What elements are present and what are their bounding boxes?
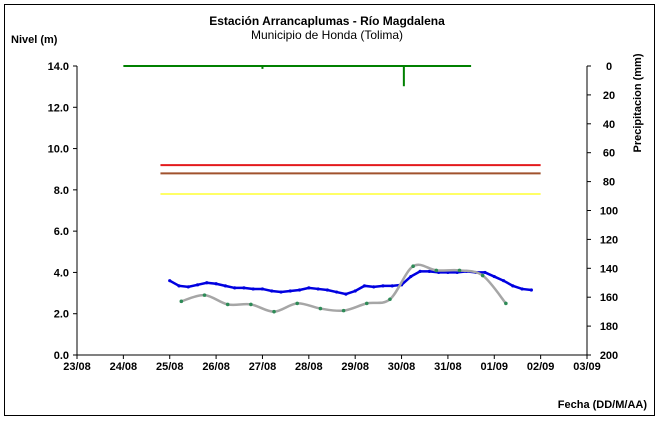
data-point-blue bbox=[214, 282, 218, 286]
data-point-gray bbox=[318, 306, 323, 311]
y2-tick-label: 120 bbox=[600, 234, 618, 246]
x-tick-label: 31/08 bbox=[434, 361, 462, 373]
data-point-blue bbox=[260, 287, 265, 291]
data-point-gray bbox=[179, 299, 184, 304]
x-tick-label: 01/09 bbox=[481, 361, 509, 373]
data-point-blue bbox=[316, 287, 320, 291]
x-tick-label: 27/08 bbox=[249, 361, 277, 373]
y-tick-label: 12.0 bbox=[48, 102, 69, 114]
x-tick-label: 24/08 bbox=[110, 361, 138, 373]
data-point-blue bbox=[205, 281, 209, 285]
data-point-blue bbox=[279, 290, 283, 294]
chart-subtitle: Municipio de Honda (Tolima) bbox=[251, 28, 403, 42]
data-point-gray bbox=[411, 264, 415, 269]
data-point-blue bbox=[418, 269, 422, 273]
y2-tick-label: 0 bbox=[606, 61, 612, 73]
data-point-gray bbox=[341, 308, 346, 313]
data-point-blue bbox=[520, 287, 524, 291]
precipitation-series bbox=[123, 65, 472, 87]
x-tick-label: 29/08 bbox=[341, 361, 369, 373]
y-tick-label: 4.0 bbox=[54, 267, 69, 279]
data-point-blue bbox=[501, 279, 506, 283]
data-point-blue bbox=[511, 284, 515, 288]
data-point-blue bbox=[195, 283, 200, 287]
y-tick-label: 8.0 bbox=[54, 185, 69, 197]
y2-tick-label: 80 bbox=[603, 177, 615, 189]
data-point-gray bbox=[504, 301, 508, 306]
x-tick-label: 26/08 bbox=[202, 361, 230, 373]
x-tick-label: 02/09 bbox=[527, 361, 555, 373]
y2-tick-label: 180 bbox=[600, 321, 618, 333]
data-point-blue bbox=[233, 286, 237, 290]
data-point-blue bbox=[409, 274, 413, 279]
data-point-blue bbox=[307, 286, 311, 290]
y-tick-label: 0.0 bbox=[54, 350, 69, 362]
x-tick-label: 28/08 bbox=[295, 361, 323, 373]
data-point-gray bbox=[434, 268, 439, 273]
data-point-blue bbox=[223, 284, 227, 288]
series-line-blue bbox=[169, 270, 532, 296]
data-point-gray bbox=[295, 301, 300, 306]
axes-group: 0.0 2.0 4.0 6.0 8.0 10.0 12.0 14.0 0 20 40 60 80 100 1… bbox=[48, 61, 619, 373]
chart-svg: Estación Arrancaplumas - Río Magdalena M… bbox=[11, 14, 648, 411]
data-point-blue bbox=[483, 270, 487, 275]
x-tick-label: 30/08 bbox=[388, 361, 416, 373]
data-point-blue bbox=[325, 288, 329, 292]
data-point-blue bbox=[372, 285, 376, 289]
y-tick-label: 6.0 bbox=[54, 226, 69, 238]
y2-tick-label: 40 bbox=[603, 119, 615, 131]
data-point-blue bbox=[288, 289, 292, 293]
data-point-blue bbox=[390, 284, 394, 288]
data-point-blue bbox=[529, 288, 533, 292]
data-point-gray bbox=[249, 302, 253, 307]
y2-tick-label: 160 bbox=[600, 292, 618, 304]
y2-tick-label: 60 bbox=[603, 148, 615, 160]
data-point-blue bbox=[455, 270, 459, 275]
chart-title: Estación Arrancaplumas - Río Magdalena bbox=[209, 14, 445, 28]
data-point-blue bbox=[427, 269, 431, 273]
x-tick-label: 25/08 bbox=[156, 361, 184, 373]
data-point-gray bbox=[225, 302, 230, 307]
y2-tick-label: 140 bbox=[600, 263, 618, 275]
data-point-gray bbox=[480, 273, 485, 278]
data-point-blue bbox=[297, 288, 302, 292]
data-point-blue bbox=[344, 292, 348, 296]
y2-tick-label: 200 bbox=[600, 350, 618, 362]
data-point-blue bbox=[242, 286, 246, 290]
data-point-gray bbox=[457, 268, 462, 273]
data-point-blue bbox=[381, 284, 385, 288]
level-series bbox=[168, 263, 533, 314]
y-axis-label: Nivel (m) bbox=[11, 34, 58, 46]
y-tick-label: 10.0 bbox=[48, 144, 69, 156]
data-point-blue bbox=[270, 289, 274, 293]
y-tick-label: 2.0 bbox=[54, 309, 69, 321]
data-point-gray bbox=[272, 309, 276, 314]
data-point-gray bbox=[364, 301, 369, 306]
data-point-blue bbox=[186, 285, 190, 289]
y-tick-label: 14.0 bbox=[48, 61, 69, 73]
data-point-blue bbox=[362, 284, 367, 288]
x-tick-label: 23/08 bbox=[63, 361, 91, 373]
y2-tick-label: 100 bbox=[600, 206, 618, 218]
chart-frame: Estación Arrancaplumas - Río Magdalena M… bbox=[4, 4, 655, 416]
data-point-blue bbox=[446, 270, 450, 275]
y2-axis-label: Precipitacion (mm) bbox=[632, 53, 644, 152]
x-tick-label: 03/09 bbox=[573, 361, 601, 373]
data-point-gray bbox=[388, 297, 392, 302]
data-point-gray bbox=[202, 293, 207, 297]
x-axis-label: Fecha (DD/M/AA) bbox=[558, 399, 648, 411]
threshold-lines bbox=[160, 164, 541, 195]
data-point-blue bbox=[168, 279, 172, 283]
data-point-blue bbox=[251, 287, 255, 291]
data-point-blue bbox=[335, 290, 339, 294]
data-point-blue bbox=[492, 274, 496, 279]
y2-tick-label: 20 bbox=[603, 90, 615, 102]
data-point-blue bbox=[353, 289, 357, 293]
data-point-blue bbox=[177, 284, 181, 288]
